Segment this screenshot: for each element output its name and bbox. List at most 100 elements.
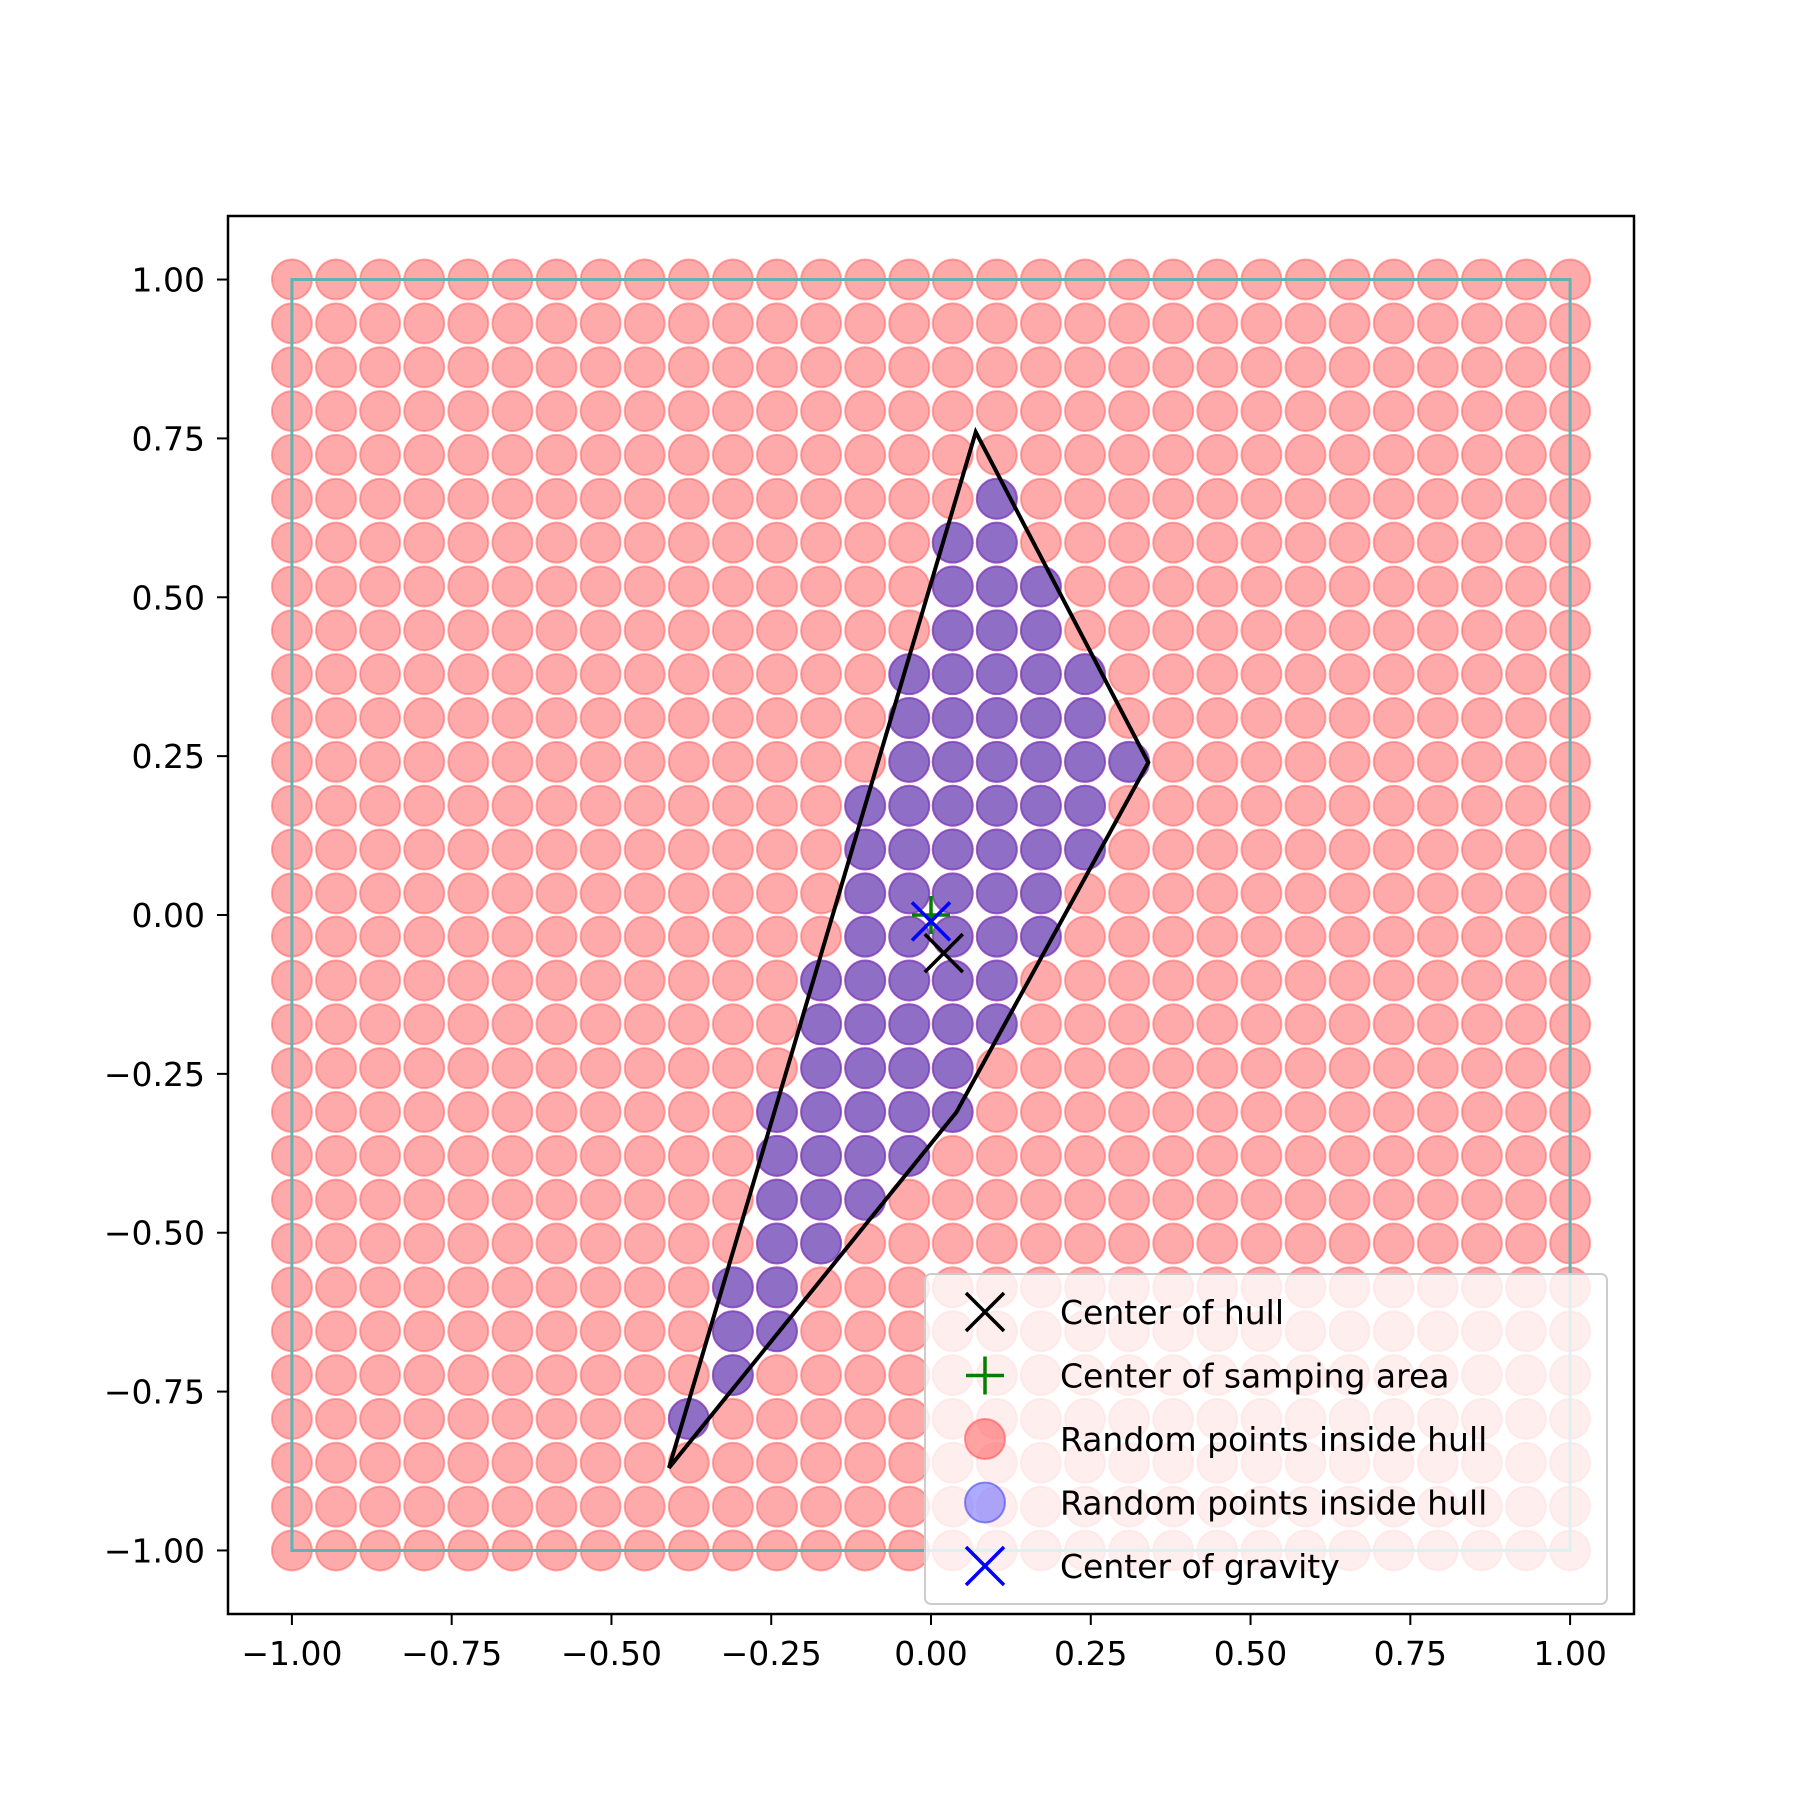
grid-point-red <box>711 697 754 740</box>
grid-point-blue <box>931 565 974 608</box>
grid-point-red <box>1019 302 1062 345</box>
grid-point-red <box>623 477 666 520</box>
grid-point-red <box>844 1310 887 1353</box>
grid-point-red <box>535 740 578 783</box>
grid-point-red <box>931 1178 974 1221</box>
grid-point-red <box>1196 565 1239 608</box>
grid-point-blue <box>888 915 931 958</box>
grid-point-red <box>1152 1178 1195 1221</box>
grid-point-red <box>755 1397 798 1440</box>
grid-point-blue <box>931 959 974 1002</box>
grid-point-red <box>800 1397 843 1440</box>
grid-point-red <box>888 521 931 564</box>
grid-point-red <box>1372 521 1415 564</box>
grid-point-red <box>755 740 798 783</box>
grid-point-red <box>667 1354 710 1397</box>
grid-point-red <box>667 784 710 827</box>
grid-point-red <box>975 302 1018 345</box>
grid-point-red <box>1372 390 1415 433</box>
grid-point-red <box>1152 433 1195 476</box>
grid-point-red <box>1152 959 1195 1002</box>
grid-point-red <box>1152 1003 1195 1046</box>
grid-point-red <box>491 302 534 345</box>
grid-point-blue <box>1064 697 1107 740</box>
grid-point-red <box>755 697 798 740</box>
grid-point-red <box>1196 609 1239 652</box>
grid-point-red <box>447 872 490 915</box>
grid-point-red <box>579 346 622 389</box>
grid-point-red <box>403 390 446 433</box>
y-tick-label: −1.00 <box>104 1531 205 1570</box>
grid-point-red <box>1372 565 1415 608</box>
grid-point-red <box>535 565 578 608</box>
grid-point-red <box>844 565 887 608</box>
grid-point-red <box>800 1485 843 1528</box>
grid-point-red <box>315 1441 358 1484</box>
grid-point-red <box>1064 959 1107 1002</box>
grid-point-red <box>1196 1134 1239 1177</box>
grid-point-red <box>1108 1134 1151 1177</box>
legend-entry: Center of samping area <box>966 1356 1449 1396</box>
grid-point-red <box>1416 697 1459 740</box>
grid-point-red <box>931 477 974 520</box>
grid-point-red <box>1284 609 1327 652</box>
grid-point-red <box>1152 565 1195 608</box>
y-tick-label: −0.50 <box>104 1214 205 1253</box>
grid-point-red <box>1019 346 1062 389</box>
grid-point-red <box>491 1134 534 1177</box>
grid-point-red <box>844 1354 887 1397</box>
grid-point-red <box>975 1090 1018 1133</box>
grid-point-red <box>1460 346 1503 389</box>
grid-point-red <box>800 477 843 520</box>
grid-point-red <box>535 1222 578 1265</box>
grid-point-red <box>1152 697 1195 740</box>
grid-point-red <box>535 959 578 1002</box>
grid-point-red <box>491 1441 534 1484</box>
grid-point-red <box>491 609 534 652</box>
grid-point-red <box>535 784 578 827</box>
grid-point-red <box>403 959 446 1002</box>
grid-point-red <box>1196 477 1239 520</box>
grid-point-blue <box>844 1178 887 1221</box>
grid-point-red <box>315 1266 358 1309</box>
grid-point-red <box>1019 1090 1062 1133</box>
grid-point-blue <box>711 1310 754 1353</box>
grid-point-red <box>1019 521 1062 564</box>
grid-point-red <box>623 565 666 608</box>
grid-point-red <box>403 1178 446 1221</box>
grid-point-red <box>1328 1178 1371 1221</box>
grid-point-red <box>1416 565 1459 608</box>
x-axis: −1.00 −0.75 −0.50 −0.25 0.00 0.25 0.50 0.75 1.00 <box>241 1614 1607 1673</box>
grid-point-blue <box>755 1178 798 1221</box>
grid-point-red <box>1240 872 1283 915</box>
grid-point-red <box>1240 302 1283 345</box>
grid-point-red <box>359 302 402 345</box>
grid-point-red <box>579 1222 622 1265</box>
grid-point-red <box>1504 609 1547 652</box>
grid-point-red <box>1284 477 1327 520</box>
grid-point-red <box>491 433 534 476</box>
grid-point-red <box>535 477 578 520</box>
grid-point-blue <box>931 653 974 696</box>
grid-point-red <box>1460 872 1503 915</box>
grid-point-blue <box>1064 740 1107 783</box>
grid-point-red <box>1460 653 1503 696</box>
grid-point-blue <box>931 609 974 652</box>
grid-point-red <box>800 609 843 652</box>
grid-point-red <box>1328 872 1371 915</box>
grid-point-blue <box>1019 609 1062 652</box>
grid-point-red <box>1460 390 1503 433</box>
grid-point-red <box>844 697 887 740</box>
grid-point-red <box>1240 521 1283 564</box>
grid-point-red <box>315 1178 358 1221</box>
grid-point-blue <box>755 1222 798 1265</box>
grid-point-red <box>711 1397 754 1440</box>
grid-point-red <box>1196 390 1239 433</box>
grid-point-red <box>1064 1134 1107 1177</box>
grid-point-red <box>755 565 798 608</box>
grid-point-red <box>1240 1134 1283 1177</box>
grid-point-red <box>315 1047 358 1090</box>
grid-point-red <box>403 1441 446 1484</box>
grid-point-red <box>623 346 666 389</box>
grid-point-red <box>888 302 931 345</box>
